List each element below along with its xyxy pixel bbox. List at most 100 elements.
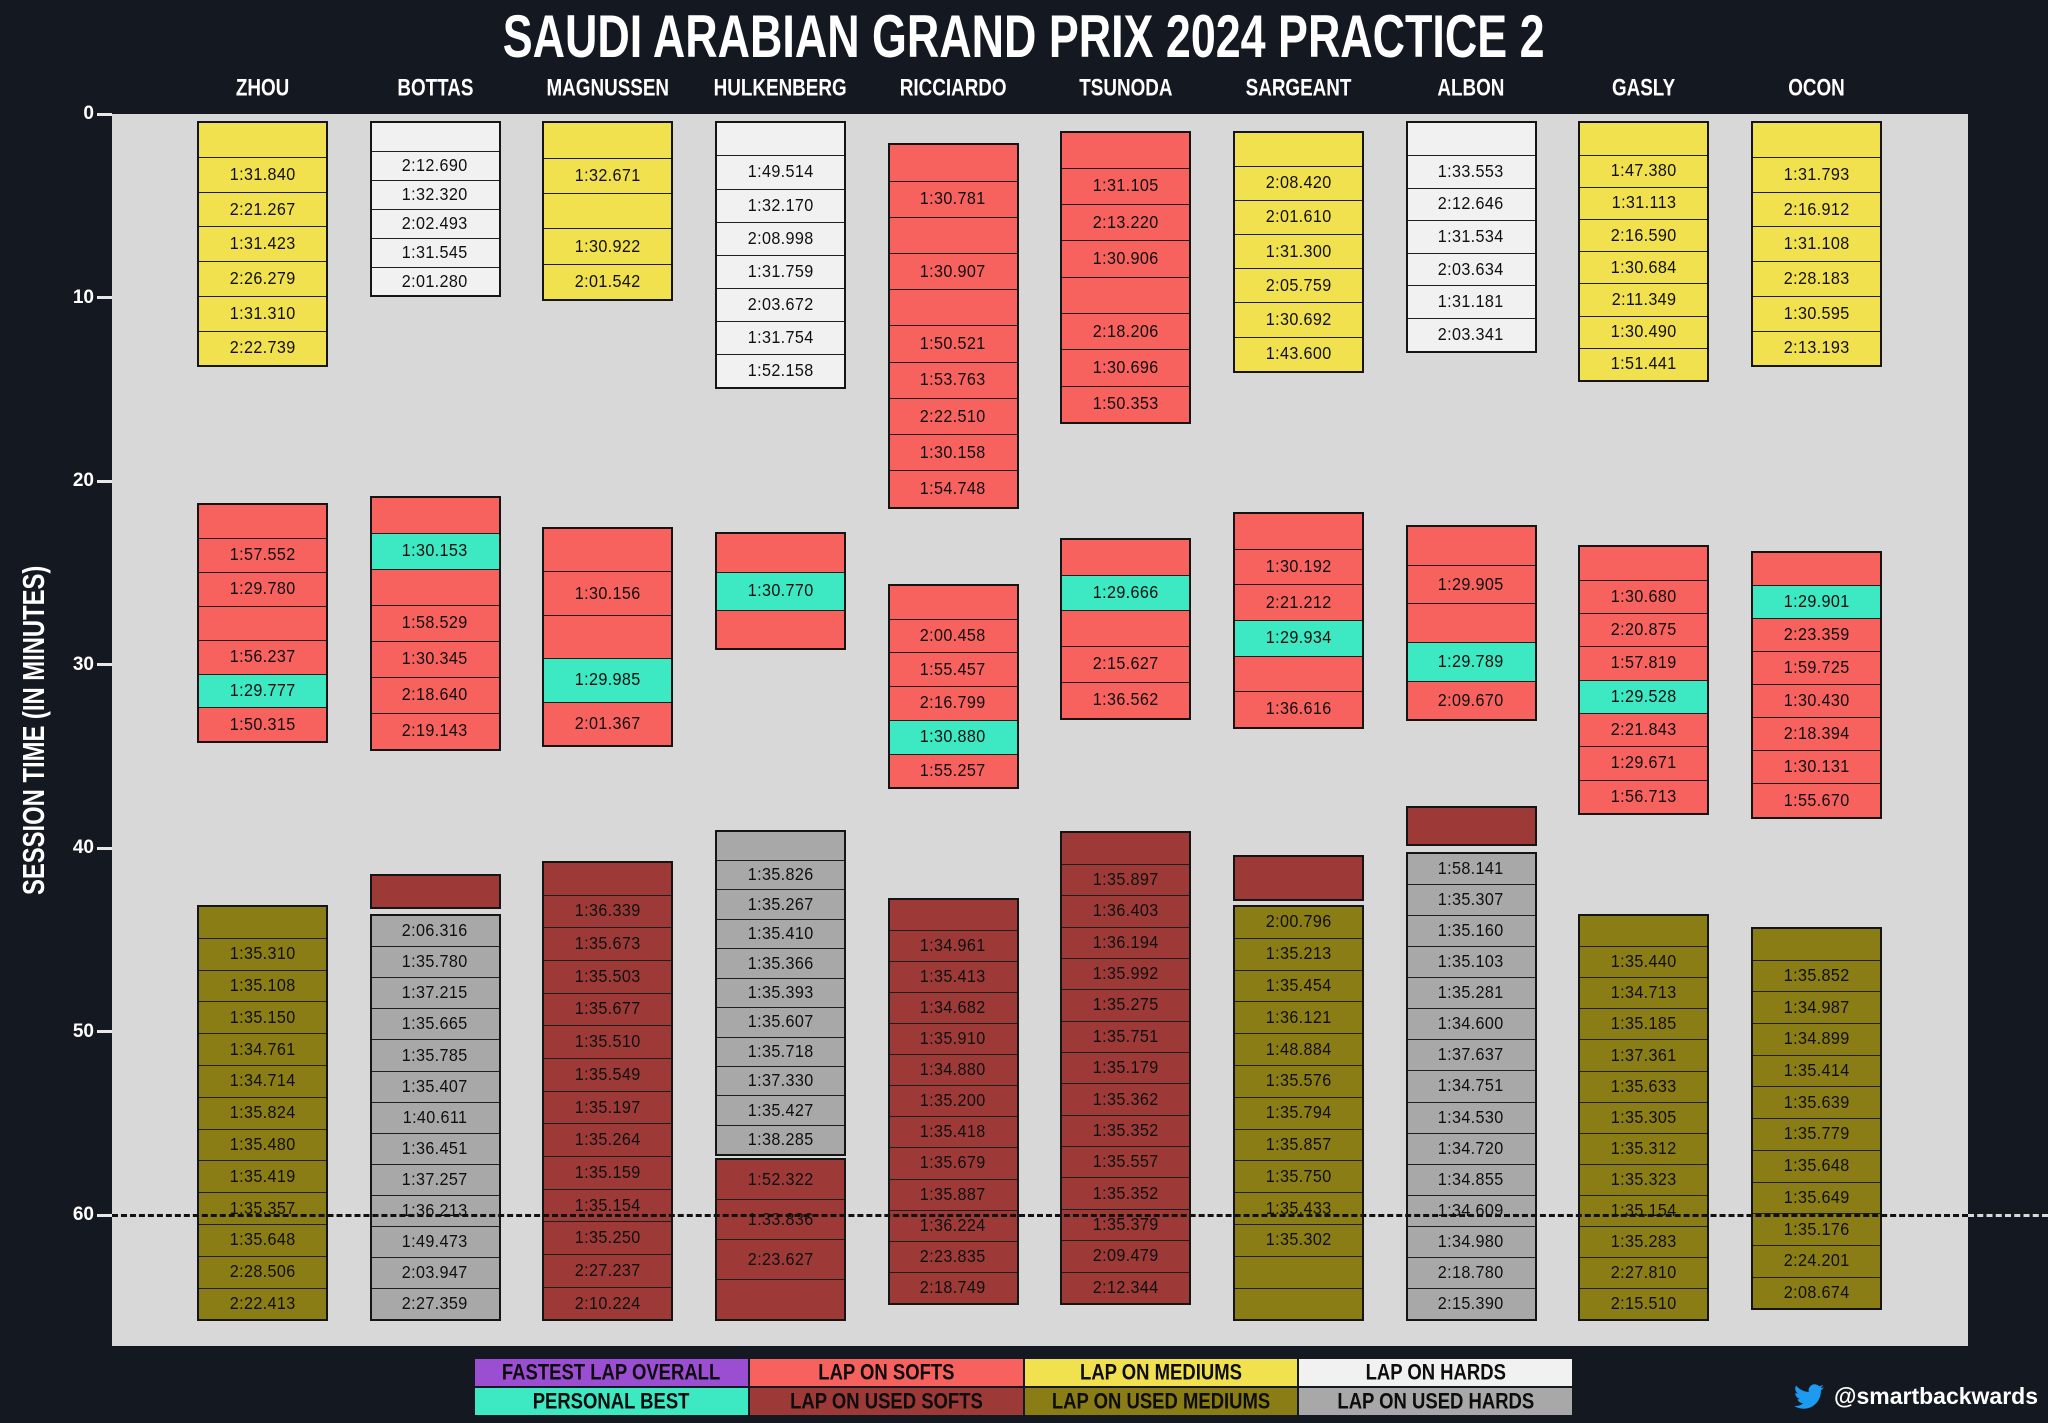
lap-time: 2:03.672: [747, 294, 814, 315]
lap-row: 1:35.160: [1407, 914, 1535, 946]
lap-time: 1:35.677: [574, 998, 641, 1019]
lap-row: 1:35.267: [716, 889, 844, 918]
lap-row: 1:29.789: [1407, 642, 1535, 681]
stint-box-ocon-soft: 1:29.901 2:23.359 1:59.725 1:30.430 2:18.394…: [1750, 550, 1882, 819]
lap-row: 1:35.852: [1752, 959, 1880, 992]
lap-row: 1:52.322: [717, 1160, 844, 1199]
y-tick-mark: [97, 1213, 112, 1217]
lap-time: 1:35.718: [747, 1041, 814, 1062]
lap-row: [544, 193, 672, 228]
lap-time: 1:31.793: [1783, 164, 1850, 185]
lap-row: 1:35.213: [1234, 937, 1362, 970]
lap-row: 1:35.283: [1580, 1226, 1708, 1257]
lap-row: 1:58.529: [371, 604, 499, 641]
lap-row: 1:35.418: [889, 1116, 1017, 1147]
lap-row: 2:01.542: [544, 263, 672, 299]
lap-row: [717, 534, 844, 571]
lap-row: 1:35.549: [544, 1057, 672, 1091]
lap-row: [544, 863, 671, 895]
lap-time: 1:35.414: [1783, 1060, 1850, 1081]
lap-time: 1:35.480: [229, 1134, 296, 1155]
lap-time: 1:36.403: [1092, 900, 1159, 921]
lap-row: 1:35.677: [544, 992, 672, 1026]
lap-time: 1:35.549: [574, 1064, 641, 1085]
lap-row: 1:31.840: [199, 157, 326, 192]
lap-row: 1:34.714: [199, 1064, 326, 1097]
lap-row: 1:35.357: [199, 1192, 326, 1224]
lap-row: 1:36.403: [1062, 895, 1190, 926]
legend-item-soft: LAP ON SOFTS: [748, 1358, 1024, 1387]
lap-time: 1:35.648: [229, 1229, 296, 1250]
lap-time: 1:35.750: [1265, 1166, 1332, 1187]
lap-row: 2:01.367: [544, 701, 672, 745]
lap-row: [1062, 540, 1189, 575]
lap-row: 1:35.440: [1580, 946, 1708, 977]
lap-row: 1:54.748: [889, 470, 1017, 506]
lap-time: 1:37.361: [1610, 1045, 1677, 1065]
lap-row: 1:36.194: [1062, 926, 1190, 958]
lap-time: 2:24.201: [1783, 1250, 1850, 1271]
lap-row: 1:29.777: [199, 673, 326, 708]
lap-time: 1:35.633: [1610, 1076, 1677, 1097]
lap-row: 2:27.810: [1580, 1257, 1708, 1288]
lap-row: 1:35.649: [1752, 1181, 1880, 1214]
lap-row: 1:35.362: [1062, 1083, 1190, 1114]
lap-row: [1235, 514, 1362, 549]
lap-time: 1:32.170: [747, 195, 814, 216]
lap-time: 1:57.552: [229, 544, 296, 565]
lap-row: 1:35.352: [1062, 1114, 1190, 1146]
lap-row: 1:35.510: [544, 1025, 672, 1058]
lap-row: 2:16.590: [1580, 218, 1708, 251]
lap-row: 1:35.992: [1062, 957, 1190, 989]
lap-row: [1408, 123, 1535, 155]
lap-row: 1:35.576: [1234, 1064, 1362, 1097]
y-tick-label: 0: [83, 103, 94, 124]
lap-row: 1:34.987: [1752, 991, 1880, 1023]
lap-time: 1:34.720: [1438, 1138, 1505, 1159]
legend-item-medium: LAP ON MEDIUMS: [1023, 1358, 1299, 1387]
lap-row: 1:35.665: [371, 1008, 499, 1039]
lap-row: 2:28.183: [1752, 261, 1880, 296]
lap-row: 1:35.750: [1234, 1160, 1362, 1192]
lap-time: 1:30.692: [1265, 309, 1332, 330]
lap-time: 1:31.181: [1438, 291, 1505, 312]
lap-row: [1234, 1287, 1362, 1320]
lap-row: [1062, 833, 1189, 863]
lap-row: 2:15.627: [1062, 646, 1190, 682]
lap-time: 1:31.105: [1092, 175, 1159, 196]
lap-row: 1:29.666: [1062, 574, 1190, 611]
lap-row: 1:53.763: [889, 361, 1017, 398]
y-tick-label: 30: [72, 653, 94, 675]
lap-row: 1:59.725: [1752, 651, 1880, 684]
lap-row: 1:34.530: [1407, 1101, 1535, 1133]
lap-row: 1:30.156: [544, 571, 672, 614]
lap-row: 1:34.880: [889, 1054, 1017, 1085]
lap-row: 1:35.407: [371, 1070, 499, 1102]
lap-time: 2:03.947: [402, 1262, 469, 1283]
lap-row: 1:35.910: [889, 1022, 1017, 1054]
legend-item-personal_best: PERSONAL BEST: [474, 1387, 749, 1416]
lap-time: 1:30.906: [1092, 248, 1159, 269]
lap-row: 2:22.739: [199, 330, 326, 366]
stint-box-albon-hard: 1:33.553 2:12.646 1:31.534 2:03.634 1:31.181…: [1405, 121, 1537, 353]
lap-row: 2:03.634: [1407, 252, 1535, 286]
stint-box-bottas-used_soft: [369, 873, 501, 909]
stint-box-sargeant-used_soft: [1232, 855, 1364, 902]
lap-time: 2:12.690: [402, 155, 469, 176]
stint-box-magnussen-soft: 1:30.156 1:29.985 2:01.367: [542, 526, 674, 748]
lap-time: 2:13.220: [1092, 212, 1159, 233]
lap-row: [890, 586, 1017, 619]
lap-time: 1:43.600: [1265, 343, 1332, 364]
lap-time: 1:32.320: [402, 184, 469, 205]
lap-time: 1:30.345: [402, 648, 469, 669]
lap-time: 1:29.671: [1610, 752, 1677, 773]
lap-time: 1:29.985: [574, 669, 641, 690]
lap-time: 1:35.281: [1438, 982, 1505, 1003]
lap-row: 1:35.159: [544, 1156, 672, 1189]
lap-row: 1:38.285: [716, 1124, 844, 1154]
lap-row: 2:08.420: [1234, 165, 1362, 200]
lap-row: 1:35.887: [889, 1178, 1017, 1210]
lap-row: 1:34.682: [889, 991, 1017, 1023]
lap-time: 1:35.673: [574, 933, 641, 954]
lap-time: 2:13.193: [1783, 337, 1850, 358]
